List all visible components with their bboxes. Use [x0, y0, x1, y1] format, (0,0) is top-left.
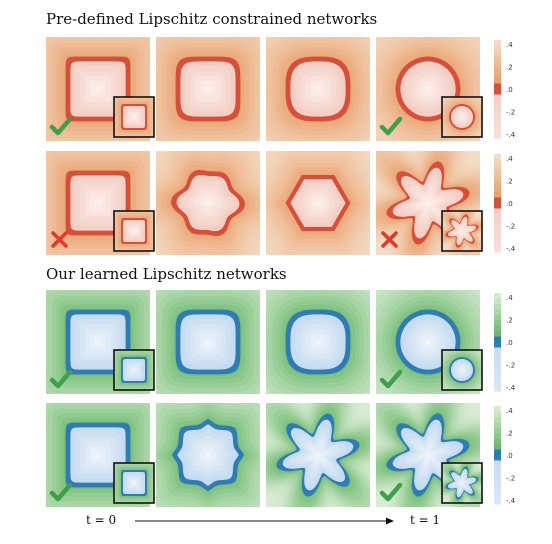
colorbar-tick-label: .2 [506, 178, 513, 186]
time-arrow [135, 518, 394, 525]
colorbar-tick-label: -.2 [506, 475, 515, 483]
colorbar-tick-label: -.4 [506, 245, 516, 253]
colorbar-tick-label: -.4 [506, 384, 516, 392]
colorbar-tick-label: .0 [506, 200, 513, 208]
colorbar-tick-label: -.4 [506, 497, 516, 505]
colorbar-tick-label: -.4 [506, 131, 516, 139]
colorbar-tick-label: -.2 [506, 109, 515, 117]
colorbar-tick-label: .2 [506, 64, 513, 72]
colorbar-tick-label: .4 [506, 41, 513, 49]
colorbar-tick-label: .4 [506, 294, 513, 302]
section-heading-predefined: Pre-defined Lipschitz constrained networ… [46, 10, 377, 28]
colorbar-tick-label: .0 [506, 452, 513, 460]
time-end-label: t = 1 [410, 513, 440, 527]
colorbar-tick-label: .2 [506, 317, 513, 325]
colorbar-s0-r0: .4 .2 .0 -.2 -.4 [494, 40, 516, 139]
colorbar-tick-label: .4 [506, 407, 513, 415]
section-heading-learned: Our learned Lipschitz networks [46, 265, 287, 283]
colorbar-tick-label: -.2 [506, 223, 515, 231]
colorbar-tick-label: -.2 [506, 362, 515, 370]
colorbar-s0-r1: .4 .2 .0 -.2 -.4 [494, 154, 516, 253]
colorbar-s1-r1: .4 .2 .0 -.2 -.4 [494, 406, 516, 505]
colorbar-tick-label: .0 [506, 339, 513, 347]
colorbar-tick-label: .0 [506, 86, 513, 94]
time-start-label: t = 0 [86, 513, 116, 527]
colorbar-s1-r0: .4 .2 .0 -.2 -.4 [494, 293, 516, 392]
colorbar-tick-label: .2 [506, 430, 513, 438]
colorbar-tick-label: .4 [506, 155, 513, 163]
